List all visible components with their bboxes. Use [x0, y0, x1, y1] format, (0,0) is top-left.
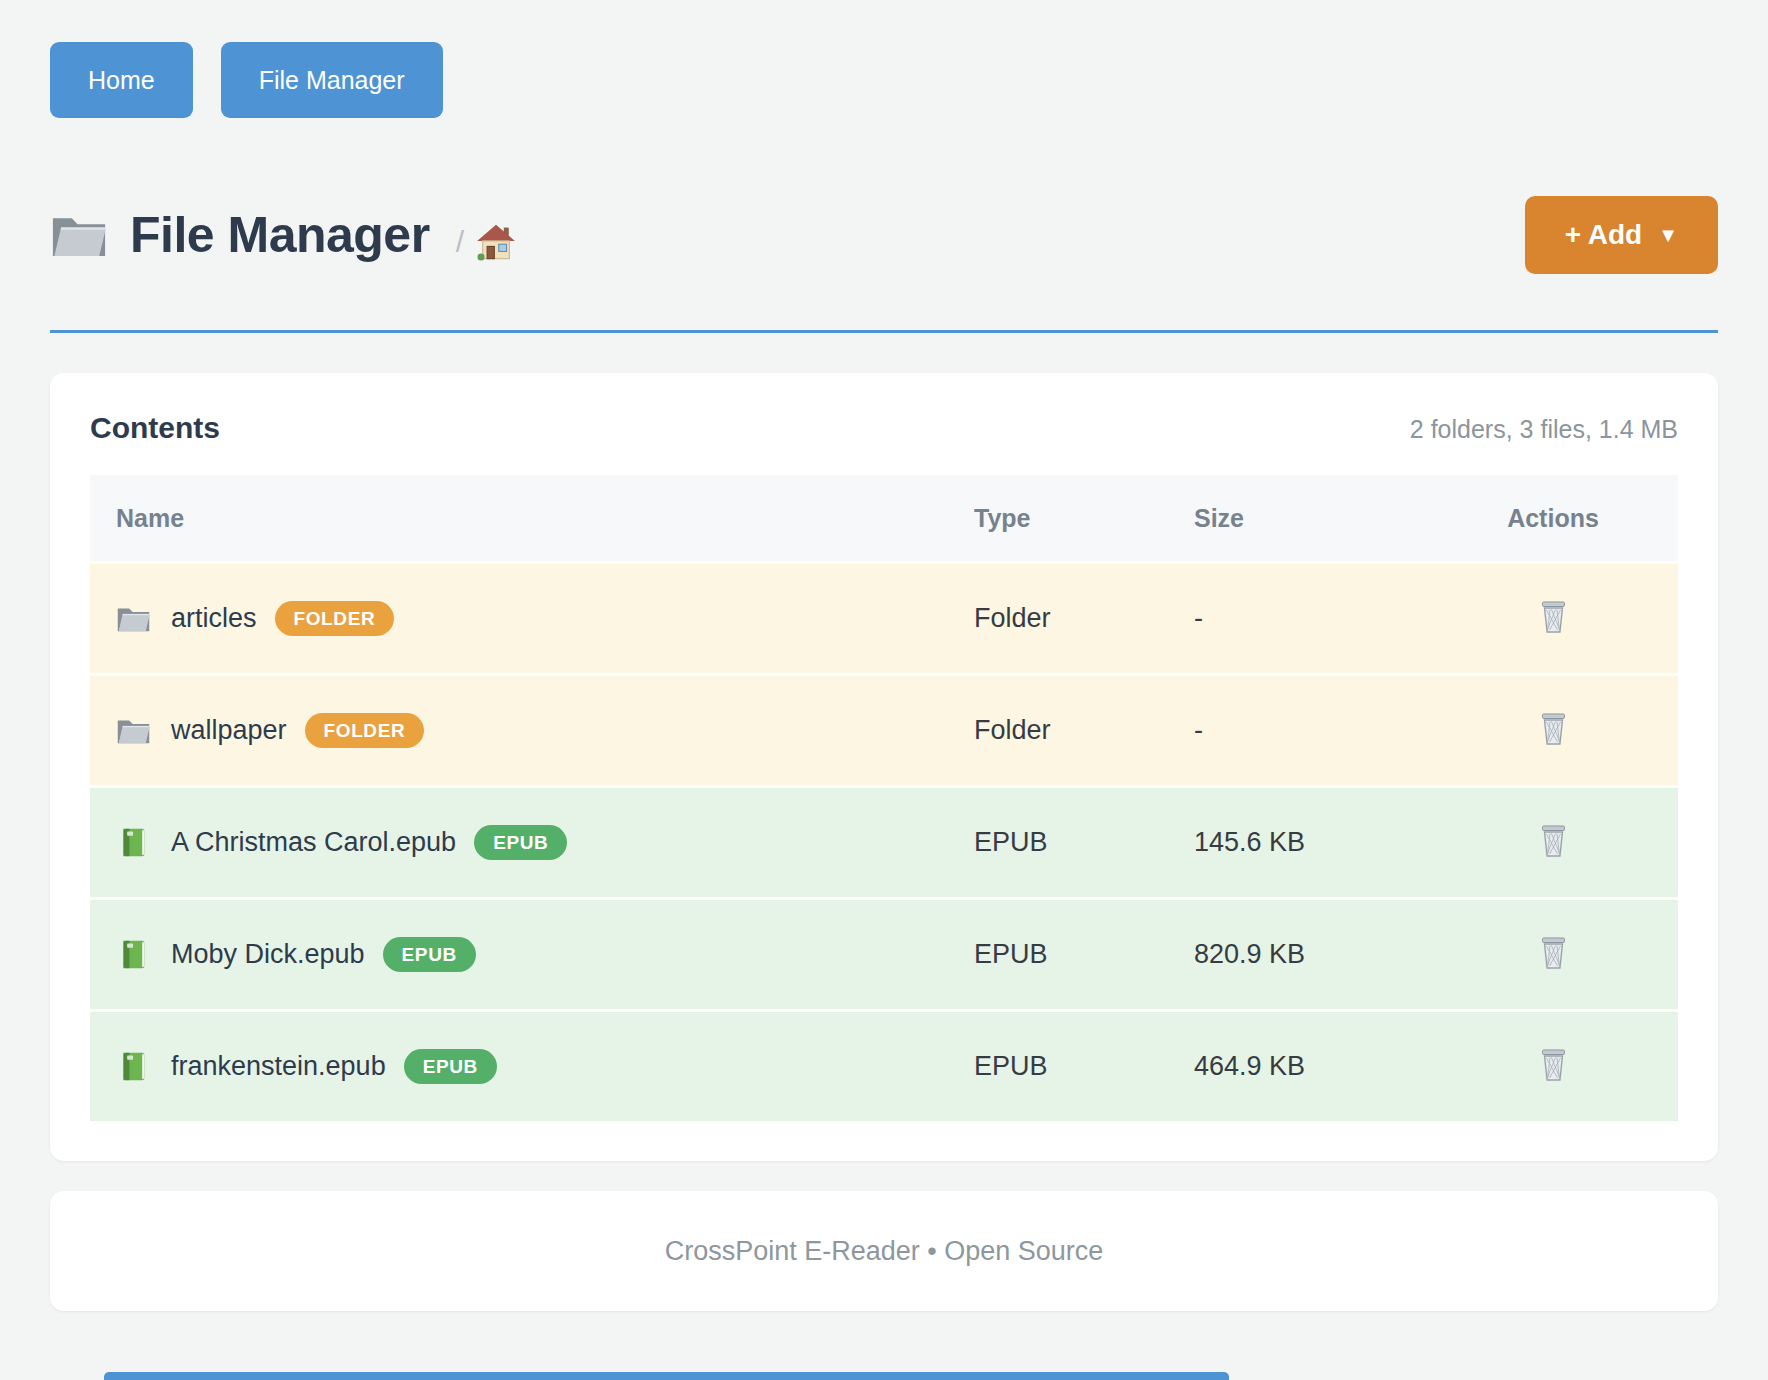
footer-text: CrossPoint E-Reader • Open Source [665, 1236, 1104, 1267]
main-container: Home File Manager File Manager / + Add ▼… [0, 0, 1768, 1311]
add-button[interactable]: + Add ▼ [1525, 196, 1718, 274]
type-badge: EPUB [383, 937, 476, 972]
nav-home-button[interactable]: Home [50, 42, 193, 118]
column-header-type: Type [938, 504, 1158, 533]
nav-file-manager-button[interactable]: File Manager [221, 42, 443, 118]
folder-icon [116, 715, 151, 746]
file-type: Folder [938, 603, 1158, 634]
file-name-link[interactable]: A Christmas Carol.epub EPUB [90, 825, 938, 860]
breadcrumb-separator: / [456, 225, 464, 259]
book-icon [116, 1051, 151, 1082]
breadcrumb: / [456, 223, 516, 261]
table-row: A Christmas Carol.epub EPUB EPUB 145.6 K… [90, 785, 1678, 897]
file-name: frankenstein.epub [171, 1051, 386, 1082]
file-type: Folder [938, 715, 1158, 746]
file-name: Moby Dick.epub [171, 939, 365, 970]
file-name: articles [171, 603, 257, 634]
add-button-label: + Add [1565, 219, 1643, 251]
contents-summary: 2 folders, 3 files, 1.4 MB [1410, 415, 1678, 444]
type-badge: EPUB [404, 1049, 497, 1084]
file-size: 820.9 KB [1158, 939, 1428, 970]
table-row: Moby Dick.epub EPUB EPUB 820.9 KB [90, 897, 1678, 1009]
title-divider [50, 330, 1718, 333]
house-icon[interactable] [476, 223, 516, 261]
file-name: wallpaper [171, 715, 287, 746]
file-size: - [1158, 715, 1428, 746]
table-row: wallpaper FOLDER Folder - [90, 673, 1678, 785]
open-folder-icon [50, 210, 108, 260]
bottom-cutoff-panel [104, 1372, 1229, 1380]
title-group: File Manager / [50, 206, 516, 264]
column-header-name: Name [90, 504, 938, 533]
delete-button[interactable] [1534, 1044, 1573, 1089]
type-badge: FOLDER [305, 713, 425, 748]
column-header-actions: Actions [1428, 504, 1678, 533]
folder-icon [116, 603, 151, 634]
delete-button[interactable] [1534, 820, 1573, 865]
table-row: articles FOLDER Folder - [90, 561, 1678, 673]
top-nav: Home File Manager [50, 0, 1718, 118]
contents-card-header: Contents 2 folders, 3 files, 1.4 MB [90, 411, 1678, 445]
file-name-link[interactable]: articles FOLDER [90, 601, 938, 636]
page-header: File Manager / + Add ▼ [50, 196, 1718, 274]
file-name-link[interactable]: frankenstein.epub EPUB [90, 1049, 938, 1084]
contents-title: Contents [90, 411, 220, 445]
page-title: File Manager [130, 206, 430, 264]
book-icon [116, 827, 151, 858]
file-type: EPUB [938, 827, 1158, 858]
book-icon [116, 939, 151, 970]
caret-down-icon: ▼ [1658, 224, 1678, 247]
table-header-row: Name Type Size Actions [90, 475, 1678, 561]
table-row: frankenstein.epub EPUB EPUB 464.9 KB [90, 1009, 1678, 1121]
footer-card: CrossPoint E-Reader • Open Source [50, 1191, 1718, 1311]
type-badge: FOLDER [275, 601, 395, 636]
file-type: EPUB [938, 939, 1158, 970]
type-badge: EPUB [474, 825, 567, 860]
column-header-size: Size [1158, 504, 1428, 533]
delete-button[interactable] [1534, 708, 1573, 753]
file-type: EPUB [938, 1051, 1158, 1082]
file-name-link[interactable]: wallpaper FOLDER [90, 713, 938, 748]
file-size: 145.6 KB [1158, 827, 1428, 858]
contents-card: Contents 2 folders, 3 files, 1.4 MB Name… [50, 373, 1718, 1161]
file-name-link[interactable]: Moby Dick.epub EPUB [90, 937, 938, 972]
file-size: 464.9 KB [1158, 1051, 1428, 1082]
file-table: Name Type Size Actions articles FOLDER F… [90, 475, 1678, 1121]
page-background: { "page": { "background": "#f3f4f4" }, "… [0, 0, 1768, 1380]
file-size: - [1158, 603, 1428, 634]
file-name: A Christmas Carol.epub [171, 827, 456, 858]
delete-button[interactable] [1534, 932, 1573, 977]
delete-button[interactable] [1534, 596, 1573, 641]
